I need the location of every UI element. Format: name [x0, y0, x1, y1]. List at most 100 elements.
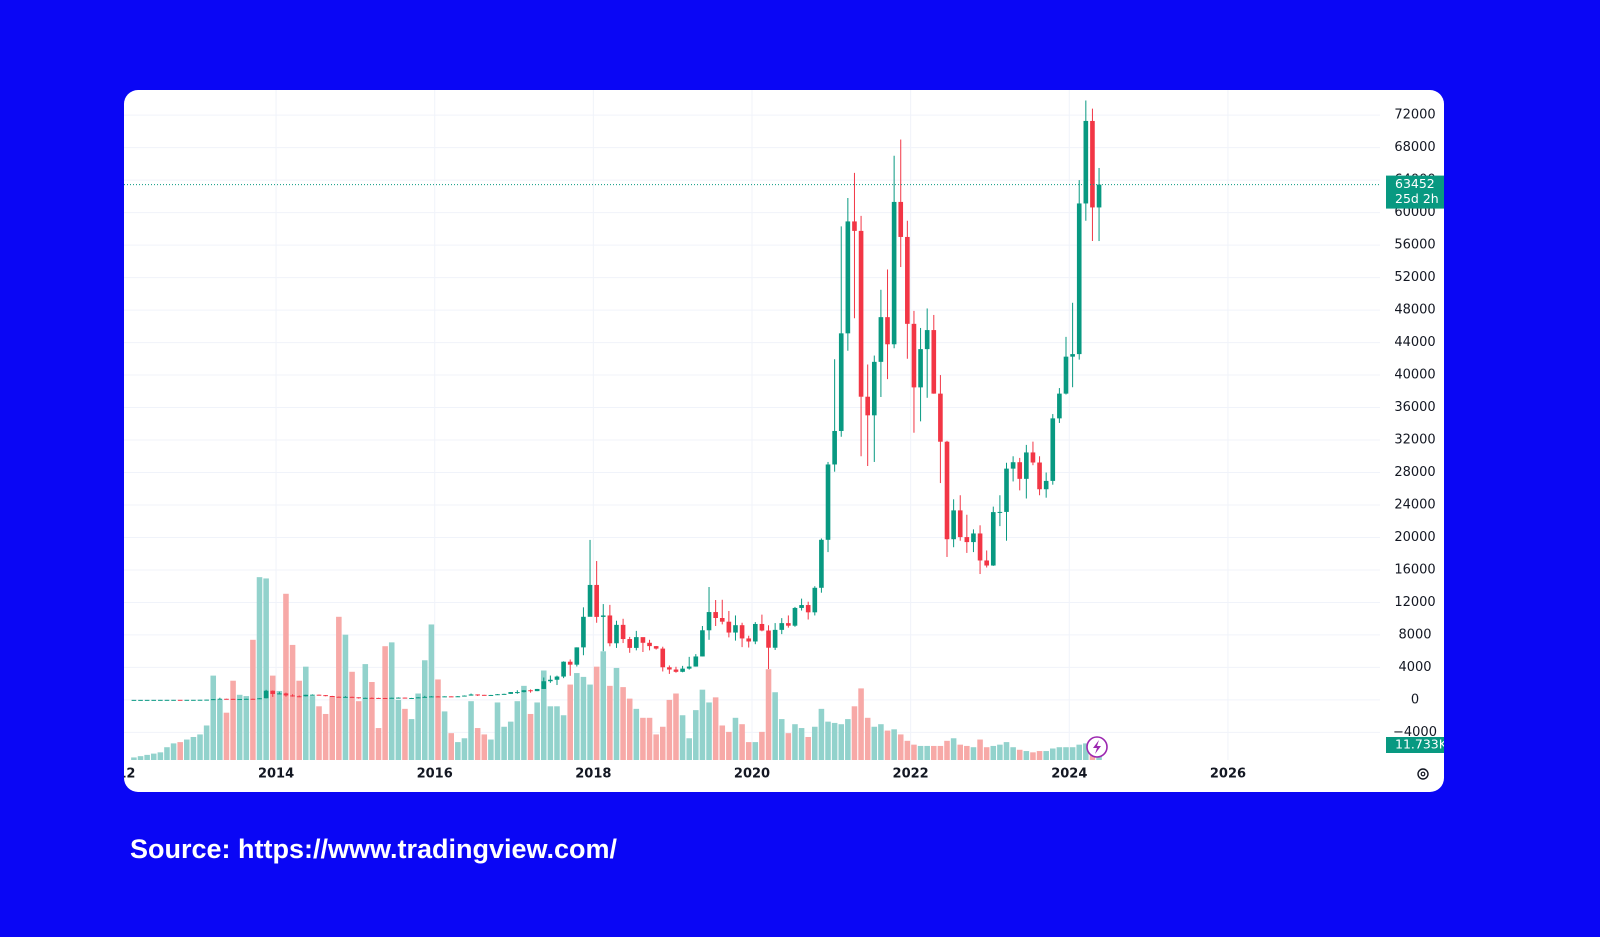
y-tick-label: 56000	[1394, 238, 1435, 253]
volume-bar	[236, 694, 243, 760]
volume-bar	[217, 699, 223, 760]
volume-bar	[388, 642, 395, 760]
candle-body	[356, 697, 361, 699]
candle-body	[389, 697, 395, 699]
candle-body	[409, 697, 414, 699]
candle-body	[468, 694, 474, 696]
volume-bar	[653, 734, 659, 760]
candle-body	[938, 393, 943, 442]
candle-body	[733, 625, 738, 633]
candle-body	[984, 560, 989, 566]
volume-bar	[137, 756, 144, 760]
volume-bar	[904, 740, 911, 760]
candle-body	[171, 699, 176, 701]
x-tick-label: 2012	[99, 767, 135, 782]
volume-bar	[144, 754, 150, 760]
volume-bar	[150, 753, 157, 760]
volume-bar	[540, 670, 547, 760]
candle-body	[402, 697, 408, 699]
volume-bar	[792, 724, 798, 760]
volume-bar	[507, 721, 514, 760]
candle-body	[316, 694, 322, 696]
volume-bar	[732, 717, 739, 760]
candle-body	[653, 646, 659, 649]
volume-bar	[197, 734, 203, 760]
volume-bar	[673, 693, 679, 760]
volume-bar	[1063, 747, 1069, 760]
volume-bar	[970, 747, 977, 760]
volume-bar	[726, 731, 732, 760]
volume-bar	[1003, 742, 1010, 760]
candle-body	[561, 661, 566, 677]
volume-bar	[911, 744, 917, 760]
volume-bar	[805, 736, 811, 760]
candle-body	[719, 618, 725, 622]
candle-body	[329, 696, 335, 698]
volume-bar	[858, 688, 864, 760]
candle-body	[521, 690, 527, 693]
candle-body	[752, 623, 758, 642]
volume-bar	[177, 742, 183, 760]
candle-body	[1076, 203, 1082, 355]
volume-last-label: 11.733K	[1395, 736, 1448, 751]
volume-bar	[382, 646, 388, 760]
candle-body	[323, 695, 328, 697]
y-tick-label: 68000	[1394, 140, 1435, 155]
volume-bar	[554, 706, 560, 760]
y-tick-label: −4000	[1393, 725, 1437, 740]
candle-body	[713, 612, 718, 619]
candle-body	[706, 612, 712, 631]
volume-bar	[825, 721, 831, 760]
lightning-icon[interactable]	[1086, 736, 1108, 758]
volume-bar	[1036, 751, 1043, 760]
candle-body	[369, 697, 375, 699]
volume-bar	[303, 666, 309, 760]
volume-bar	[1069, 747, 1076, 760]
x-tick-label: 2018	[575, 767, 611, 782]
candle-body	[891, 201, 897, 345]
candle-body	[210, 699, 216, 701]
volume-bar	[759, 731, 765, 760]
candle-body	[812, 587, 818, 613]
volume-bar	[501, 726, 507, 760]
volume-bar	[957, 744, 964, 760]
volume-bar	[481, 734, 488, 760]
volume-bar	[263, 578, 269, 760]
candle-body	[1057, 393, 1062, 419]
volume-bar	[712, 697, 719, 760]
volume-bar	[765, 669, 772, 760]
candle-body	[614, 624, 619, 644]
volume-bar	[897, 734, 904, 760]
candle-body	[792, 607, 798, 626]
settings-icon[interactable]	[1417, 768, 1429, 780]
volume-bar	[580, 676, 587, 760]
source-note: Source: https://www.tradingview.com/	[130, 834, 618, 864]
candle-body	[574, 647, 580, 665]
volume-bar	[574, 673, 580, 760]
candle-body	[1017, 462, 1023, 479]
candle-body	[230, 698, 236, 700]
volume-bar	[468, 701, 474, 760]
candle-body	[158, 699, 163, 701]
candle-body	[673, 669, 679, 672]
volume-bar	[831, 722, 838, 760]
candle-body	[481, 694, 487, 696]
candle-body	[455, 696, 461, 698]
volume-bar	[864, 717, 871, 760]
y-tick-label: 52000	[1394, 270, 1435, 285]
volume-bar	[131, 757, 137, 760]
candle-body	[310, 694, 315, 696]
y-tick-label: 48000	[1394, 303, 1435, 318]
volume-bar	[322, 713, 329, 760]
volume-bar	[296, 680, 302, 760]
candle-body	[726, 621, 732, 633]
candle-body	[600, 615, 606, 617]
volume-bar	[950, 738, 957, 760]
candle-body	[693, 656, 699, 667]
volume-bar	[474, 728, 481, 760]
volume-bar	[937, 745, 944, 760]
volume-bar	[633, 708, 640, 760]
y-tick-label: 32000	[1394, 433, 1435, 448]
